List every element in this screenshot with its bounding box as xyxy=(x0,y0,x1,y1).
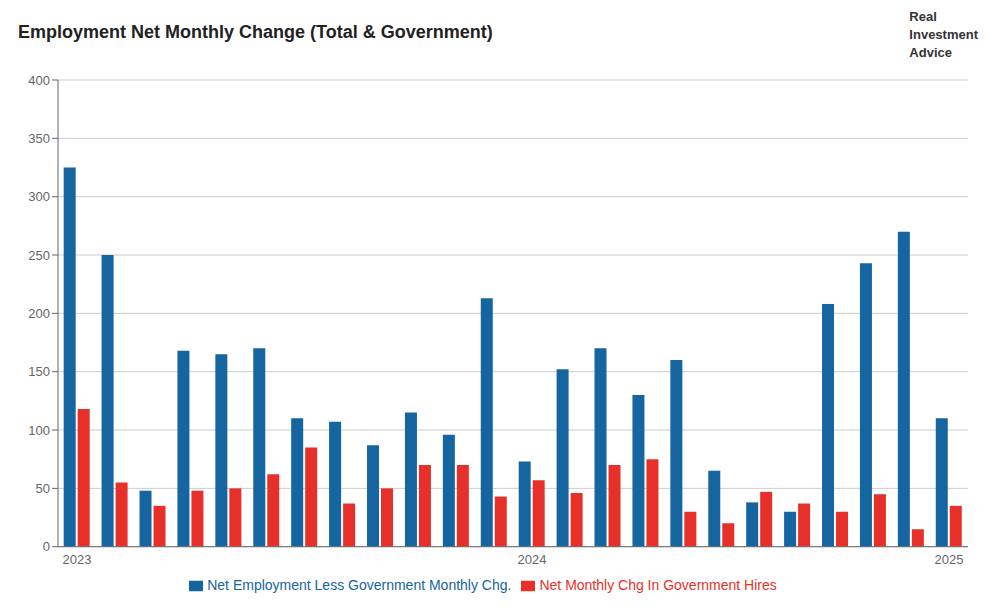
svg-text:300: 300 xyxy=(28,189,50,204)
html-text:Net Employment Less Government: Net Employment Less Government Monthly C… xyxy=(207,576,512,593)
html-text:Net Monthly Chg In Government: Net Monthly Chg In Government Hires xyxy=(539,576,777,593)
svg-text:0: 0 xyxy=(43,539,50,554)
svg-text:2025: 2025 xyxy=(935,552,964,567)
html-text:Employment Net Monthly Change: Employment Net Monthly Change (Total & G… xyxy=(18,22,493,42)
html-text:Real: Real xyxy=(909,9,937,24)
svg-text:200: 200 xyxy=(28,306,50,321)
svg-text:350: 350 xyxy=(28,131,50,146)
svg-text:2024: 2024 xyxy=(517,552,546,567)
svg-text:50: 50 xyxy=(36,481,50,496)
svg-text:2023: 2023 xyxy=(62,552,91,567)
svg-text:100: 100 xyxy=(28,423,50,438)
svg-text:250: 250 xyxy=(28,248,50,263)
svg-text:400: 400 xyxy=(28,73,50,88)
html-text:Advice: Advice xyxy=(909,45,952,60)
svg-text:150: 150 xyxy=(28,364,50,379)
html-text:Investment: Investment xyxy=(909,27,978,42)
